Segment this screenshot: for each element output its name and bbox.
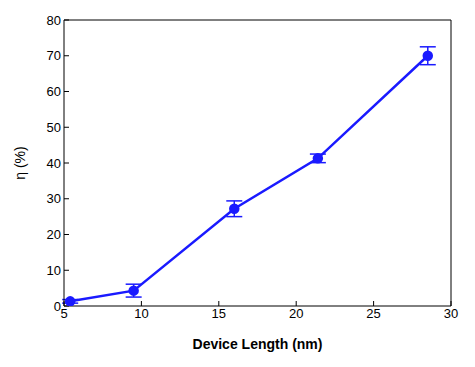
svg-text:70: 70 bbox=[47, 48, 61, 63]
svg-text:5: 5 bbox=[60, 306, 67, 321]
svg-text:10: 10 bbox=[47, 263, 61, 278]
svg-text:30: 30 bbox=[47, 191, 61, 206]
svg-text:10: 10 bbox=[134, 306, 148, 321]
svg-text:25: 25 bbox=[366, 306, 380, 321]
svg-text:Device Length (nm): Device Length (nm) bbox=[193, 336, 323, 352]
svg-text:0: 0 bbox=[54, 299, 61, 314]
svg-text:80: 80 bbox=[47, 13, 61, 28]
svg-text:20: 20 bbox=[289, 306, 303, 321]
svg-text:40: 40 bbox=[47, 156, 61, 171]
svg-text:15: 15 bbox=[212, 306, 226, 321]
svg-text:50: 50 bbox=[47, 120, 61, 135]
svg-text:30: 30 bbox=[444, 306, 458, 321]
svg-text:η (%): η (%) bbox=[12, 146, 28, 179]
svg-text:60: 60 bbox=[47, 84, 61, 99]
svg-text:20: 20 bbox=[47, 227, 61, 242]
